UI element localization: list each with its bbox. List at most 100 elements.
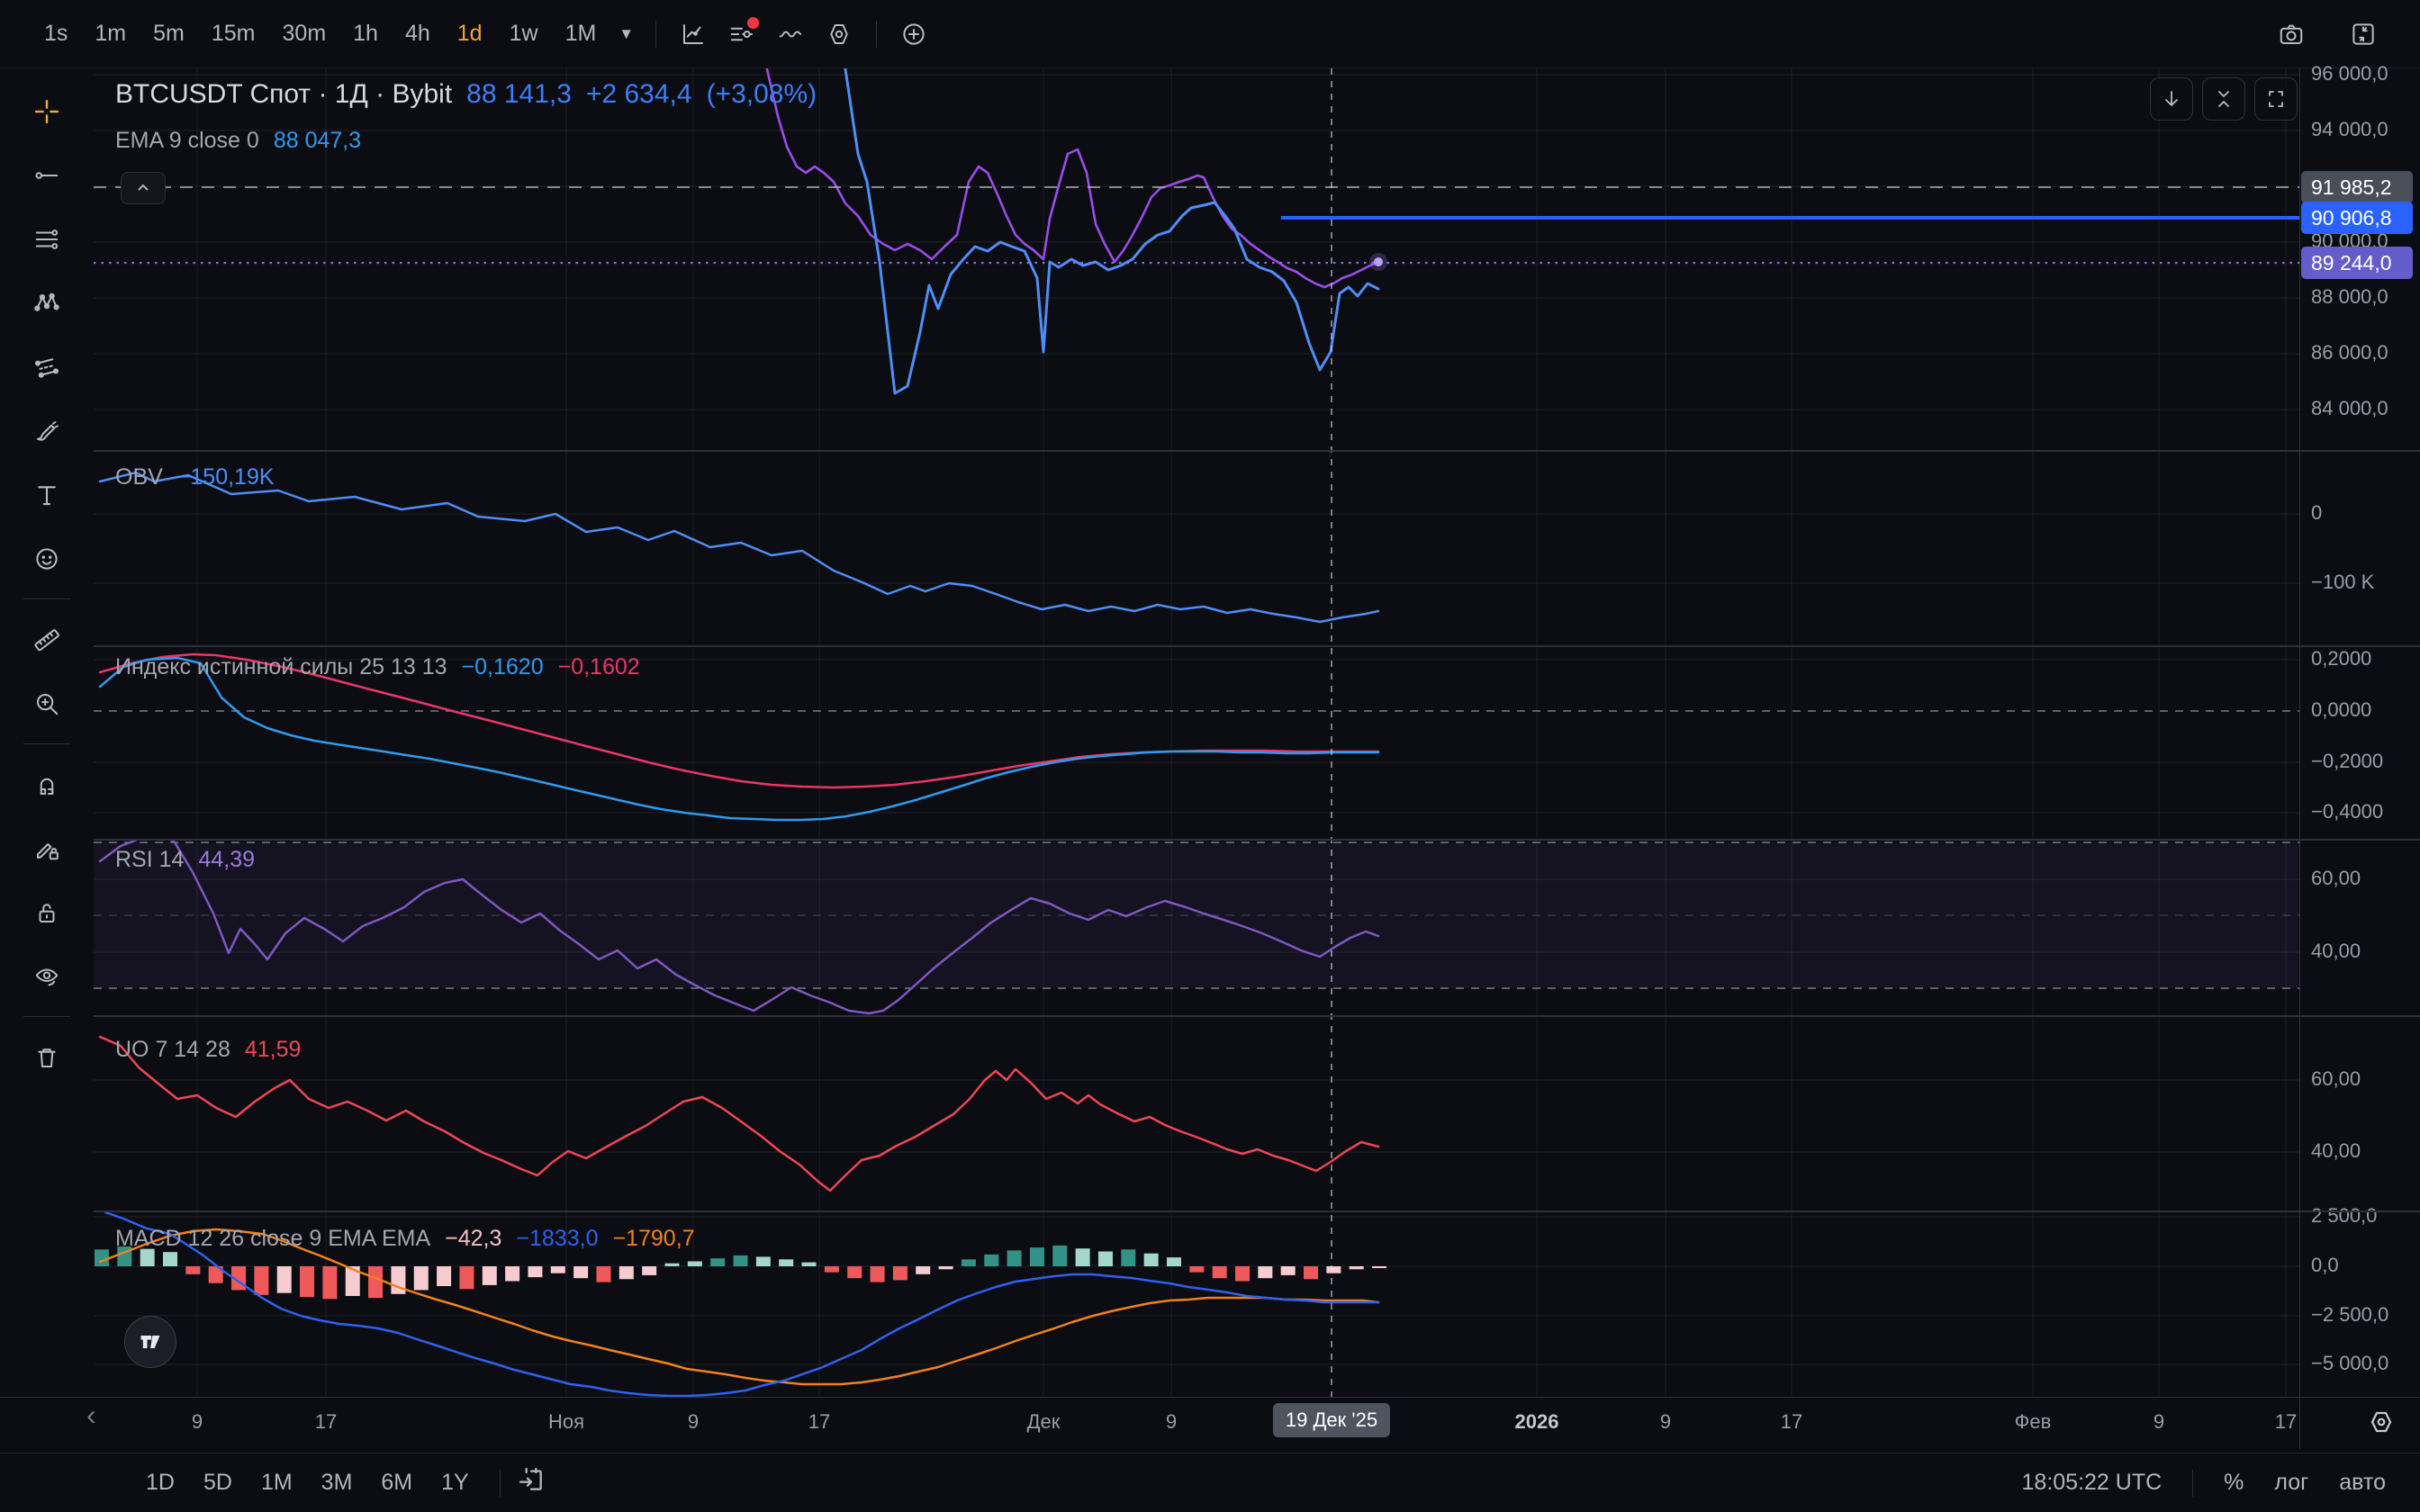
tsi-value-1: −0,1620 (462, 654, 544, 680)
macd-line-value: −1833,0 (516, 1226, 598, 1252)
tool-fib-retracement-icon[interactable] (0, 207, 94, 271)
pane-separator[interactable] (94, 1210, 2420, 1212)
uo-label[interactable]: UO 7 14 28 (115, 1037, 230, 1063)
last-price: 88 141,3 (466, 79, 572, 110)
axis-label: 94 000,0 (2311, 118, 2388, 141)
ema-legend: EMA 9 close 0 88 047,3 (115, 128, 361, 154)
symbol-title[interactable]: BTCUSDT Спот · 1Д · Bybit (115, 79, 452, 110)
tsi-value-2: −0,1602 (558, 654, 640, 680)
tool-xabcd-pattern-icon[interactable] (0, 271, 94, 335)
sidebar-separator (23, 743, 70, 744)
time-axis[interactable]: 917Ноя917Дек92026917Фев91719 Дек '25 (0, 1397, 2420, 1454)
chart-settings-icon[interactable] (818, 14, 860, 55)
timeframe-5m[interactable]: 5m (140, 14, 198, 54)
axis-label: 0 (2311, 501, 2322, 525)
obv-pane[interactable] (94, 450, 2299, 645)
axis-label: 2 500,0 (2311, 1204, 2377, 1228)
auto-scale-button[interactable]: авто (2339, 1470, 2386, 1496)
pane-separator[interactable] (94, 839, 2420, 841)
macd-label[interactable]: MACD 12 26 close 9 EMA EMA (115, 1226, 430, 1252)
sidebar-separator (23, 598, 70, 599)
clock[interactable]: 18:05:22 UTC (2022, 1470, 2163, 1496)
timeframe-1d[interactable]: 1d (444, 14, 496, 54)
collapse-icon (2213, 88, 2235, 110)
tool-text-icon[interactable] (0, 463, 94, 526)
obv-label[interactable]: OBV (115, 464, 163, 490)
maximize-pane-button[interactable] (2254, 77, 2298, 121)
sidebar-separator (23, 1016, 70, 1017)
toolbar-separator (876, 21, 877, 48)
price-badge: 89 244,0 (2301, 247, 2413, 279)
rsi-value: 44,39 (198, 847, 255, 873)
rsi-pane[interactable] (94, 839, 2299, 1015)
timeframe-4h[interactable]: 4h (392, 14, 444, 54)
pane-buttons (2150, 77, 2298, 121)
timeframe-30m[interactable]: 30m (269, 14, 340, 54)
tool-brush-icon[interactable] (0, 399, 94, 463)
timeframe-1h[interactable]: 1h (339, 14, 392, 54)
timeframe-1m[interactable]: 1m (81, 14, 140, 54)
arrow-down-icon (2161, 88, 2182, 110)
range-3M[interactable]: 3M (307, 1464, 367, 1501)
collapse-line-button[interactable] (121, 172, 166, 204)
price-change: +2 634,4 (586, 79, 692, 110)
pane-separator[interactable] (94, 645, 2420, 647)
tool-edit-lock-icon[interactable] (0, 816, 94, 880)
hide-sidebar-icon[interactable]: ‹ (86, 1400, 96, 1429)
tool-remove-drawings-icon[interactable] (0, 1025, 94, 1089)
timeframe-1w[interactable]: 1w (496, 14, 552, 54)
uo-pane[interactable] (94, 1015, 2299, 1210)
tool-trend-line-icon[interactable] (0, 143, 94, 207)
ema-value: 88 047,3 (274, 128, 361, 154)
tv-logo-icon (138, 1329, 163, 1354)
timeframe-15m[interactable]: 15m (198, 14, 269, 54)
crosshair-vline (1331, 68, 1332, 1397)
pane-separator[interactable] (94, 1015, 2420, 1017)
range-6M[interactable]: 6M (366, 1464, 427, 1501)
range-1M[interactable]: 1M (247, 1464, 307, 1501)
tradingview-logo[interactable] (124, 1316, 176, 1368)
timeframe-1M[interactable]: 1M (552, 14, 610, 54)
axis-label: 0,0000 (2311, 698, 2371, 722)
tool-ruler-icon[interactable] (0, 608, 94, 671)
percent-scale-button[interactable]: % (2224, 1470, 2244, 1496)
move-pane-down-button[interactable] (2150, 77, 2193, 121)
add-symbol-icon[interactable] (893, 14, 935, 55)
tool-magnet-icon[interactable] (0, 752, 94, 816)
time-tick: 9 (2154, 1410, 2164, 1434)
time-tick: Дек (1027, 1410, 1061, 1434)
pane-separator[interactable] (94, 450, 2420, 452)
ema-label[interactable]: EMA 9 close 0 (115, 128, 259, 154)
price-pane[interactable] (94, 68, 2299, 450)
axis-settings-button[interactable] (2368, 1408, 2395, 1440)
axis-label: 60,00 (2311, 867, 2361, 890)
timeframe-group: 1s1m5m15m30m1h4h1d1w1M (31, 14, 610, 54)
toolbar-separator (655, 21, 656, 48)
range-5D[interactable]: 5D (189, 1464, 247, 1501)
axis-label: −2 500,0 (2311, 1303, 2388, 1327)
collapse-pane-button[interactable] (2202, 77, 2245, 121)
rsi-label[interactable]: RSI 14 (115, 847, 184, 873)
timeframe-dropdown-icon[interactable]: ▼ (610, 18, 643, 50)
bottom-toolbar: 1D5D1M3M6M1Y 18:05:22 UTC % лог авто (0, 1453, 2420, 1512)
range-1D[interactable]: 1D (131, 1464, 189, 1501)
notification-dot (747, 17, 759, 29)
tool-parallel-channel-icon[interactable] (0, 335, 94, 399)
go-to-date-button[interactable] (517, 1465, 546, 1500)
range-1Y[interactable]: 1Y (427, 1464, 483, 1501)
tool-hide-drawings-icon[interactable] (0, 944, 94, 1008)
log-scale-button[interactable]: лог (2274, 1470, 2308, 1496)
chart-style-icon[interactable] (673, 14, 714, 55)
timeframe-1s[interactable]: 1s (31, 14, 81, 54)
tool-zoom-in-icon[interactable] (0, 671, 94, 735)
tsi-label[interactable]: Индекс истинной силы 25 13 13 (115, 654, 447, 680)
time-tick: 2026 (1515, 1410, 1559, 1434)
time-tick: 17 (2275, 1410, 2297, 1434)
price-axis[interactable]: 96 000,094 000,090 000,088 000,086 000,0… (2299, 0, 2420, 1512)
compare-icon[interactable] (770, 14, 811, 55)
tool-crosshair-icon[interactable] (0, 79, 94, 143)
indicators-icon[interactable] (721, 14, 763, 55)
time-tick: 9 (192, 1410, 203, 1434)
tool-lock-all-icon[interactable] (0, 880, 94, 944)
tool-emoji-icon[interactable] (0, 526, 94, 590)
